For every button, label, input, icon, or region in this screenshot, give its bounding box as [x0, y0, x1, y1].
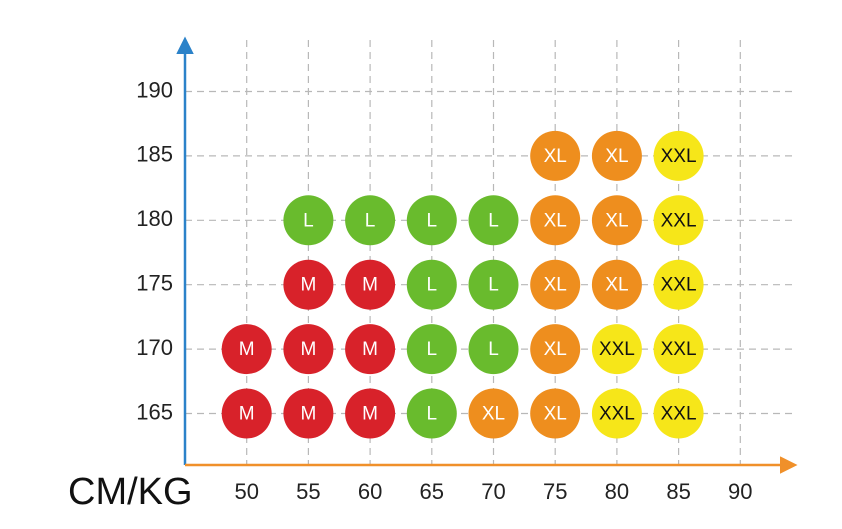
size-dot [283, 195, 334, 246]
size-dot [530, 259, 581, 310]
x-tick-label: 75 [543, 479, 567, 504]
size-label: XXL [661, 339, 697, 360]
y-tick-label: 170 [136, 335, 173, 360]
size-dot [530, 130, 581, 181]
y-tick-label: 185 [136, 142, 173, 167]
size-dot [530, 195, 581, 246]
size-dot [283, 259, 334, 310]
size-dot [345, 388, 396, 439]
size-label: M [239, 339, 255, 360]
size-label: L [365, 210, 376, 231]
x-tick-label: 60 [358, 479, 382, 504]
size-dot [653, 324, 704, 375]
size-label: XXL [661, 404, 697, 425]
size-label: XXL [661, 210, 697, 231]
size-dot [406, 388, 457, 439]
size-dot [530, 324, 581, 375]
size-dot [653, 388, 704, 439]
size-label: M [300, 275, 316, 296]
size-label: L [427, 339, 438, 360]
size-dot [283, 388, 334, 439]
size-dot [345, 259, 396, 310]
size-label: M [300, 339, 316, 360]
x-tick-label: 70 [481, 479, 505, 504]
x-tick-label: 50 [234, 479, 258, 504]
size-label: M [362, 275, 378, 296]
y-tick-label: 190 [136, 77, 173, 102]
size-label: M [362, 339, 378, 360]
size-label: XL [605, 210, 628, 231]
size-label: M [239, 404, 255, 425]
size-dot [530, 388, 581, 439]
size-label: XL [544, 275, 567, 296]
size-dot [591, 130, 642, 181]
size-label: XXL [661, 275, 697, 296]
size-label: L [427, 404, 438, 425]
size-label: XXL [599, 339, 635, 360]
size-dot [468, 195, 519, 246]
y-tick-label: 180 [136, 206, 173, 231]
size-label: M [300, 404, 316, 425]
size-dot [221, 388, 272, 439]
size-label: XL [544, 210, 567, 231]
x-tick-label: 85 [666, 479, 690, 504]
size-label: L [488, 210, 499, 231]
axis-label: CM/KG [68, 471, 193, 513]
y-tick-label: 175 [136, 271, 173, 296]
x-tick-label: 80 [605, 479, 629, 504]
size-dot [468, 324, 519, 375]
x-tick-label: 90 [728, 479, 752, 504]
size-dot [345, 324, 396, 375]
y-tick-label: 165 [136, 399, 173, 424]
size-label: L [488, 339, 499, 360]
size-dot [406, 195, 457, 246]
size-dot [653, 259, 704, 310]
size-label: L [427, 210, 438, 231]
size-label: L [303, 210, 314, 231]
size-dot [221, 324, 272, 375]
size-label: XL [544, 404, 567, 425]
size-label: L [488, 275, 499, 296]
size-label: XL [605, 275, 628, 296]
size-label: XXL [661, 146, 697, 167]
x-tick-label: 65 [420, 479, 444, 504]
size-dot [653, 130, 704, 181]
size-label: XL [482, 404, 505, 425]
size-dot [283, 324, 334, 375]
size-dot [406, 324, 457, 375]
size-dot [345, 195, 396, 246]
size-dot [406, 259, 457, 310]
size-dot [591, 324, 642, 375]
x-tick-label: 55 [296, 479, 320, 504]
size-dot [591, 195, 642, 246]
size-dot [468, 388, 519, 439]
size-dot [653, 195, 704, 246]
size-label: XL [544, 146, 567, 167]
size-dot [591, 259, 642, 310]
size-dot [591, 388, 642, 439]
size-label: M [362, 404, 378, 425]
size-dot [468, 259, 519, 310]
size-label: XL [605, 146, 628, 167]
size-label: L [427, 275, 438, 296]
size-label: XXL [599, 404, 635, 425]
size-label: XL [544, 339, 567, 360]
